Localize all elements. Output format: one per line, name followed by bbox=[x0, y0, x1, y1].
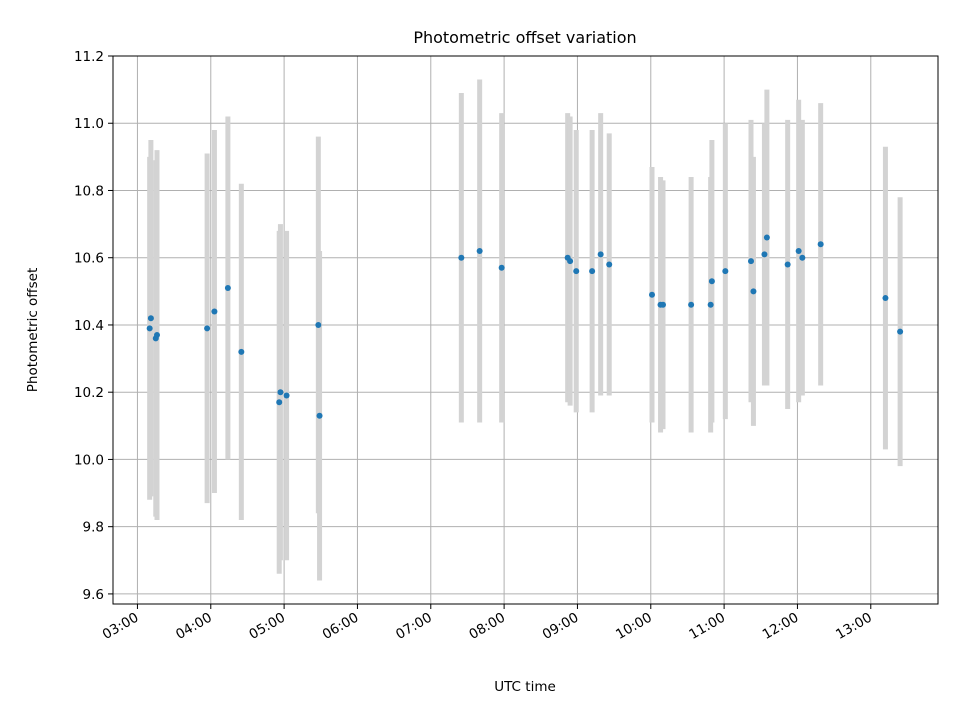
data-point bbox=[763, 234, 770, 241]
data-point bbox=[750, 288, 757, 295]
data-point bbox=[722, 268, 729, 275]
data-point bbox=[315, 321, 322, 328]
data-point bbox=[276, 399, 283, 406]
data-point bbox=[606, 261, 613, 268]
data-point bbox=[204, 325, 211, 332]
data-point bbox=[817, 241, 824, 248]
plot-frame bbox=[112, 55, 939, 605]
data-point bbox=[567, 258, 574, 265]
y-tick-label: 10.2 bbox=[74, 385, 104, 401]
data-point bbox=[761, 251, 768, 258]
data-point bbox=[283, 392, 290, 399]
data-points bbox=[146, 234, 904, 419]
data-point bbox=[573, 268, 580, 275]
data-point bbox=[660, 301, 666, 308]
data-point bbox=[882, 295, 889, 302]
y-axis-label: Photometric offset bbox=[25, 268, 41, 392]
data-point bbox=[748, 258, 754, 265]
data-point bbox=[238, 348, 245, 355]
data-point bbox=[277, 389, 284, 396]
data-point bbox=[649, 291, 655, 298]
y-tick-label: 9.8 bbox=[83, 520, 104, 536]
y-tick-label: 9.6 bbox=[83, 587, 104, 603]
data-point bbox=[147, 315, 154, 322]
y-tick-label: 11.2 bbox=[74, 49, 104, 65]
data-point bbox=[211, 308, 218, 315]
data-point bbox=[458, 254, 465, 261]
y-tick-label: 10.8 bbox=[74, 183, 104, 199]
data-point bbox=[688, 301, 695, 308]
data-point bbox=[316, 412, 323, 419]
data-point bbox=[224, 284, 231, 291]
data-point bbox=[498, 264, 505, 271]
data-point bbox=[707, 301, 714, 308]
data-point bbox=[589, 268, 596, 275]
data-point bbox=[476, 247, 483, 254]
data-point bbox=[146, 325, 153, 332]
data-point bbox=[799, 254, 806, 261]
data-point bbox=[708, 278, 715, 285]
y-tick-label: 10.4 bbox=[74, 318, 104, 334]
data-point bbox=[897, 328, 904, 335]
y-axis-ticks: 9.6 9.8 10.0 10.2 10.4 10.6 10.8 11.0 11.2 bbox=[74, 49, 113, 603]
y-tick-label: 10.6 bbox=[74, 251, 104, 267]
data-point bbox=[784, 261, 791, 268]
y-tick-label: 10.0 bbox=[74, 452, 104, 468]
y-tick-label: 11.0 bbox=[74, 116, 104, 132]
x-axis-label: UTC time bbox=[494, 679, 556, 695]
data-point bbox=[154, 332, 160, 339]
data-point bbox=[795, 247, 802, 254]
chart-title: Photometric offset variation bbox=[413, 28, 636, 47]
data-point bbox=[597, 251, 604, 258]
